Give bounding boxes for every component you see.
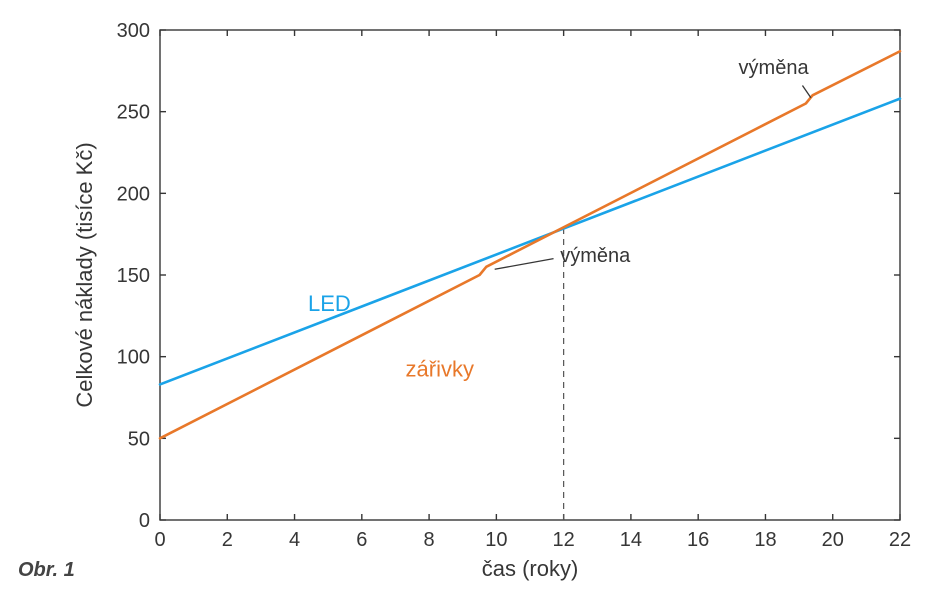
x-tick-label: 0: [154, 529, 165, 551]
x-axis-label: čas (roky): [482, 556, 579, 581]
x-tick-label: 20: [822, 529, 844, 551]
y-tick-label: 300: [117, 20, 150, 42]
y-tick-label: 0: [139, 510, 150, 532]
figure-container: 0 2 4 6 8 10 12 14 16 18 20 22 0 50 100 150 200 250 300 čas…: [0, 0, 940, 600]
y-tick-label: 100: [117, 347, 150, 369]
figure-caption: Obr. 1: [18, 559, 75, 582]
y-tick-label: 200: [117, 183, 150, 205]
x-tick-label: 10: [485, 529, 507, 551]
annotation-label-0: výměna: [560, 245, 631, 267]
x-tick-label: 18: [754, 529, 776, 551]
series-label-LED: LED: [308, 291, 351, 316]
x-tick-label: 16: [687, 529, 709, 551]
x-tick-label: 14: [620, 529, 642, 551]
x-tick-label: 22: [889, 529, 911, 551]
annotation-label-1: výměna: [739, 57, 810, 79]
y-tick-label: 50: [128, 428, 150, 450]
y-axis-label: Celkové náklady (tisíce Kč): [72, 142, 97, 407]
x-tick-label: 8: [424, 529, 435, 551]
x-tick-label: 12: [553, 529, 575, 551]
x-tick-label: 4: [289, 529, 300, 551]
x-tick-label: 2: [222, 529, 233, 551]
x-tick-label: 6: [356, 529, 367, 551]
y-tick-label: 250: [117, 102, 150, 124]
y-tick-label: 150: [117, 265, 150, 287]
series-label-zarivky: zářivky: [406, 356, 474, 381]
cost-line-chart: 0 2 4 6 8 10 12 14 16 18 20 22 0 50 100 150 200 250 300 čas…: [0, 0, 940, 600]
